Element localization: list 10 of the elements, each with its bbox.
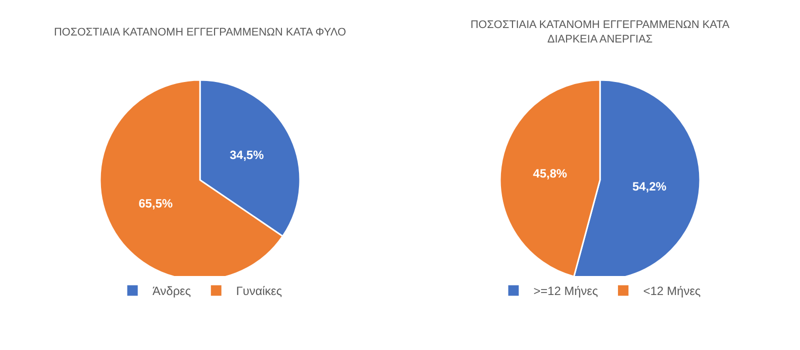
data-label: 45,8%: [533, 166, 568, 180]
chart-title: ΠΟΣΟΣΤΙΑΙΑ ΚΑΤΑΝΟΜΗ ΕΓΓΕΓΡΑΜΜΕΝΩΝ ΚΑΤΑ ΔΙΑΡΚΕΙΑ ΑΝΕΡΓΙΑΣ: [470, 19, 730, 46]
legend-label: <12 Μήνες: [643, 284, 701, 298]
chart-title: ΠΟΣΟΣΤΙΑΙΑ ΚΑΤΑΝΟΜΗ ΕΓΓΕΓΡΑΜΜΕΝΩΝ ΚΑΤΑ ΦΥΛΟ: [54, 26, 346, 39]
legend-label: Άνδρες: [152, 284, 192, 298]
legend-label: Γυναίκες: [236, 284, 282, 298]
data-label: 65,5%: [138, 196, 173, 210]
legend-label: >=12 Μήνες: [534, 284, 598, 298]
data-label: 34,5%: [230, 148, 264, 162]
data-label: 54,2%: [632, 180, 667, 194]
